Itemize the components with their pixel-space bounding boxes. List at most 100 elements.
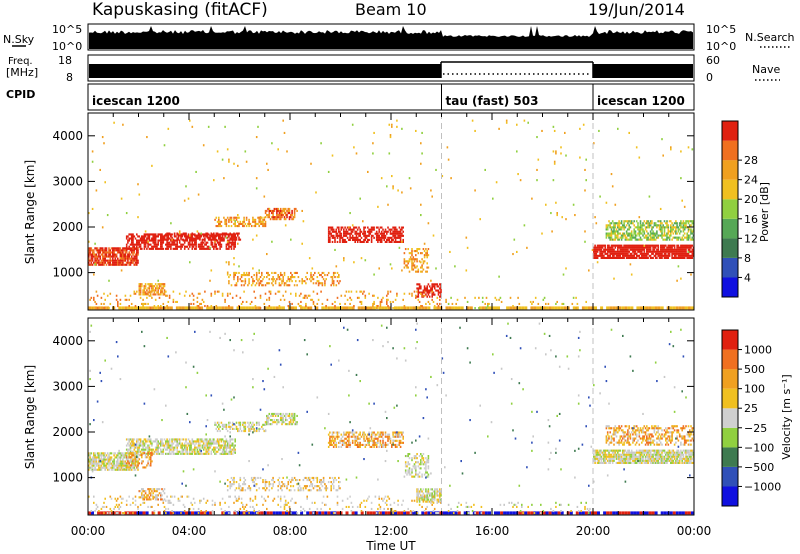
echo-cell <box>309 306 313 310</box>
echo-cell <box>622 232 624 235</box>
echo-cell <box>244 427 247 430</box>
echo-cell <box>277 479 279 482</box>
echo-cell <box>147 283 149 286</box>
echo-cell <box>488 511 491 515</box>
echo-cell <box>120 253 123 256</box>
echo-cell <box>336 234 339 237</box>
echo-cell <box>663 232 666 235</box>
echo-cell <box>202 440 205 443</box>
echo-cell <box>672 511 676 515</box>
echo-cell <box>154 446 157 449</box>
echo-cell <box>99 464 101 467</box>
echo-cell <box>409 306 413 310</box>
echo-cell <box>153 305 156 308</box>
echo-cell <box>218 448 220 451</box>
echo-cell <box>202 448 205 451</box>
echo-cell <box>148 488 151 491</box>
echo-cell <box>630 238 633 241</box>
echo-cell <box>293 417 296 420</box>
echo-cell <box>408 292 411 295</box>
echo-cell <box>336 511 340 515</box>
echo-cell <box>341 226 344 229</box>
echo-cell <box>654 306 658 310</box>
echo-cell <box>219 239 221 242</box>
echo-cell <box>311 298 314 301</box>
echo-cell <box>166 236 168 239</box>
echo-cell <box>190 237 192 240</box>
echo-cell <box>445 300 447 303</box>
echo-cell <box>218 421 220 424</box>
echo-cell <box>194 239 196 242</box>
echo-cell <box>634 238 637 241</box>
echo-cell <box>237 234 239 237</box>
echo-cell <box>200 243 202 246</box>
echo-cell <box>214 421 216 424</box>
echo-cell <box>113 251 115 254</box>
echo-cell <box>471 119 474 122</box>
echo-cell <box>254 305 257 308</box>
echo-cell <box>386 238 388 241</box>
echo-cell <box>380 238 383 241</box>
echo-cell <box>88 257 90 260</box>
echo-cell <box>199 238 201 241</box>
echo-cell <box>215 247 218 250</box>
echo-cell <box>143 289 146 292</box>
echo-cell <box>654 232 657 235</box>
echo-cell <box>422 260 425 263</box>
echo-cell <box>637 226 639 229</box>
echo-cell <box>272 483 274 486</box>
echo-cell <box>175 444 177 447</box>
echo-cell <box>151 511 155 515</box>
echo-cell <box>652 236 654 239</box>
echo-cell <box>637 254 639 257</box>
echo-cell <box>680 248 682 251</box>
echo-cell <box>646 226 648 229</box>
echo-cell <box>658 226 661 229</box>
echo-cell <box>122 257 124 260</box>
echo-cell <box>375 234 378 237</box>
echo-cell <box>666 246 668 249</box>
echo-cell <box>649 234 652 237</box>
echo-cell <box>239 278 242 281</box>
echo-cell <box>195 234 197 237</box>
echo-cell <box>391 238 393 241</box>
echo-cell <box>108 464 110 467</box>
echo-cell <box>627 244 629 247</box>
echo-cell <box>88 466 90 469</box>
echo-cell <box>367 240 369 243</box>
echo-cell <box>105 259 108 262</box>
echo-cell <box>680 150 682 153</box>
echo-cell <box>213 438 215 441</box>
echo-cell <box>163 498 166 501</box>
echo-cell <box>176 448 178 451</box>
echo-cell <box>112 261 114 264</box>
echo-cell <box>537 158 540 161</box>
echo-cell <box>609 254 611 257</box>
echo-cell <box>119 452 122 455</box>
echo-cell <box>269 419 272 422</box>
echo-cell <box>681 254 683 257</box>
echo-cell <box>287 423 290 426</box>
echo-cell <box>680 224 682 227</box>
echo-cell <box>225 236 228 239</box>
echo-cell <box>677 236 680 239</box>
echo-cell <box>355 238 358 241</box>
echo-cell <box>201 440 204 443</box>
echo-cell <box>154 243 157 246</box>
echo-cell <box>657 220 659 223</box>
echo-cell <box>183 234 186 237</box>
echo-cell <box>99 468 101 471</box>
echo-cell <box>423 290 426 293</box>
echo-cell <box>399 236 402 239</box>
echo-cell <box>233 481 235 484</box>
echo-cell <box>286 419 288 422</box>
echo-cell <box>134 247 137 250</box>
echo-cell <box>630 234 633 237</box>
echo-cell <box>425 293 427 296</box>
echo-cell <box>324 511 328 515</box>
echo-cell <box>447 302 450 305</box>
echo-cell <box>125 448 128 451</box>
echo-cell <box>96 247 99 250</box>
echo-cell <box>216 438 219 441</box>
echo-cell <box>667 226 670 229</box>
